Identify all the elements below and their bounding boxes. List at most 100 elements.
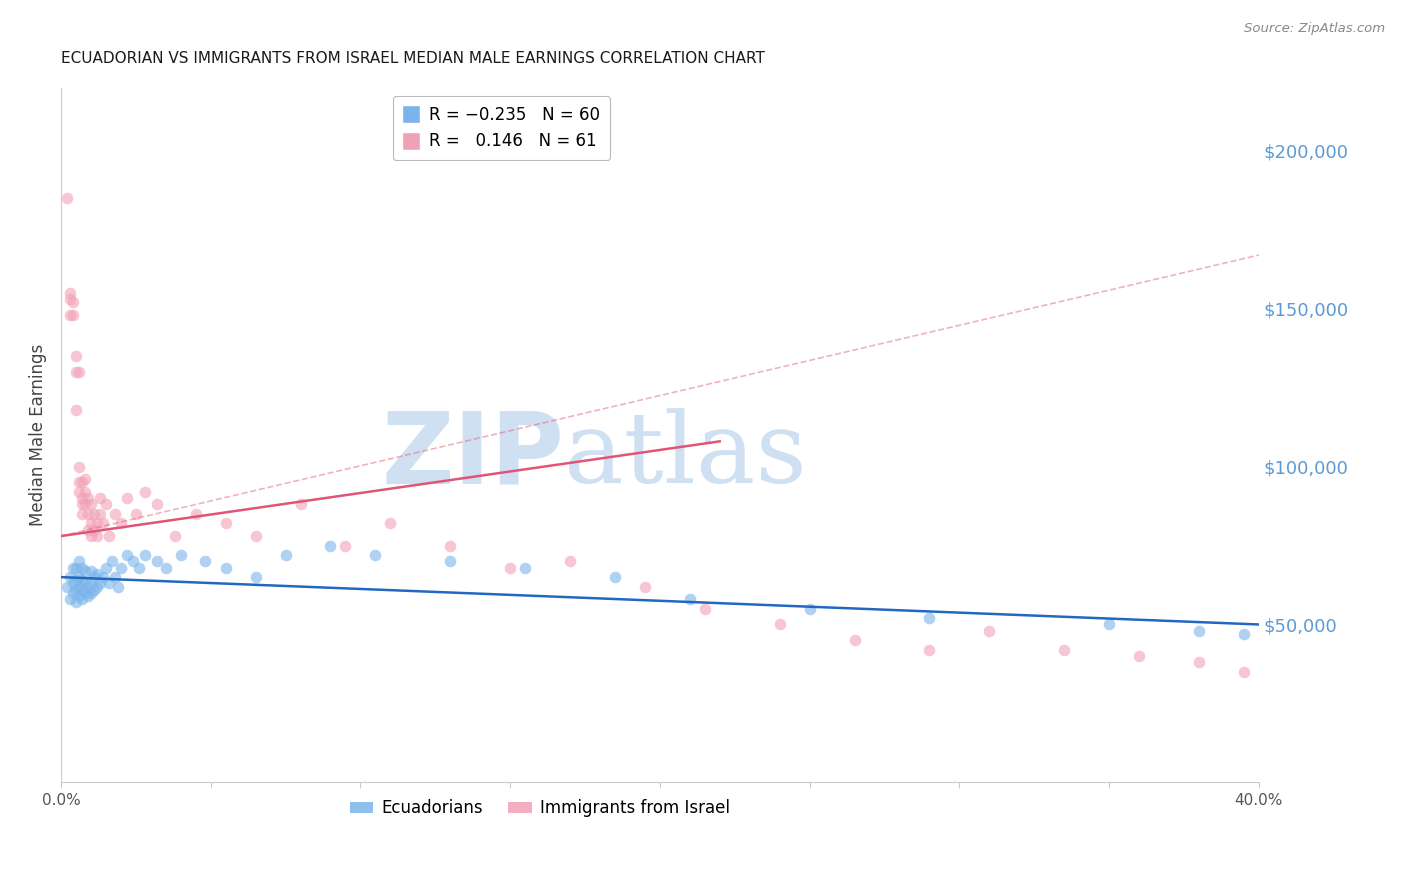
Point <box>77 507 100 521</box>
Point <box>73 472 96 486</box>
Point <box>214 516 236 531</box>
Point <box>121 554 143 568</box>
Point <box>918 611 941 625</box>
Point <box>89 576 111 591</box>
Point <box>67 475 90 490</box>
Point <box>86 566 108 581</box>
Point <box>65 349 87 363</box>
Point <box>59 570 82 584</box>
Point <box>70 491 93 505</box>
Point <box>163 529 186 543</box>
Point <box>603 570 626 584</box>
Point <box>769 617 792 632</box>
Point <box>91 516 114 531</box>
Legend: Ecuadorians, Immigrants from Israel: Ecuadorians, Immigrants from Israel <box>343 793 737 824</box>
Point <box>91 570 114 584</box>
Point <box>65 574 87 588</box>
Point <box>62 560 84 574</box>
Point <box>979 624 1001 638</box>
Point <box>439 554 461 568</box>
Point <box>65 402 87 417</box>
Point <box>80 516 103 531</box>
Point <box>83 523 105 537</box>
Text: Source: ZipAtlas.com: Source: ZipAtlas.com <box>1244 22 1385 36</box>
Point <box>86 529 108 543</box>
Point <box>107 580 129 594</box>
Point <box>80 576 103 591</box>
Point <box>155 560 177 574</box>
Point <box>73 498 96 512</box>
Point <box>67 484 90 499</box>
Point <box>59 285 82 300</box>
Point <box>101 554 124 568</box>
Point <box>97 529 120 543</box>
Point <box>80 498 103 512</box>
Point <box>439 539 461 553</box>
Point <box>319 539 342 553</box>
Point <box>77 491 100 505</box>
Point <box>73 484 96 499</box>
Point <box>844 633 866 648</box>
Point <box>70 498 93 512</box>
Point <box>80 586 103 600</box>
Point <box>110 560 132 574</box>
Point <box>67 459 90 474</box>
Point <box>80 529 103 543</box>
Point <box>104 507 127 521</box>
Point <box>115 491 138 505</box>
Point <box>70 507 93 521</box>
Point <box>62 295 84 310</box>
Point <box>65 582 87 597</box>
Point <box>73 586 96 600</box>
Point <box>146 498 169 512</box>
Point <box>89 507 111 521</box>
Point <box>128 560 150 574</box>
Text: ZIP: ZIP <box>381 408 564 504</box>
Point <box>67 580 90 594</box>
Point <box>67 365 90 379</box>
Point <box>1098 617 1121 632</box>
Point <box>245 529 267 543</box>
Point <box>125 507 148 521</box>
Point <box>214 560 236 574</box>
Point <box>380 516 402 531</box>
Point <box>70 592 93 607</box>
Point <box>274 548 297 562</box>
Point <box>513 560 536 574</box>
Point <box>73 564 96 578</box>
Point <box>65 365 87 379</box>
Point <box>73 576 96 591</box>
Point <box>94 498 117 512</box>
Point <box>634 580 657 594</box>
Text: atlas: atlas <box>564 408 807 504</box>
Point <box>679 592 702 607</box>
Point <box>56 191 79 205</box>
Point <box>134 484 156 499</box>
Point <box>70 574 93 588</box>
Point <box>918 642 941 657</box>
Point <box>104 570 127 584</box>
Point <box>77 589 100 603</box>
Point <box>80 564 103 578</box>
Point <box>170 548 193 562</box>
Point <box>86 580 108 594</box>
Text: ECUADORIAN VS IMMIGRANTS FROM ISRAEL MEDIAN MALE EARNINGS CORRELATION CHART: ECUADORIAN VS IMMIGRANTS FROM ISRAEL MED… <box>60 51 765 66</box>
Point <box>59 308 82 322</box>
Point <box>67 570 90 584</box>
Point <box>62 586 84 600</box>
Point <box>89 491 111 505</box>
Point <box>83 570 105 584</box>
Point <box>67 589 90 603</box>
Point <box>134 548 156 562</box>
Point <box>77 580 100 594</box>
Y-axis label: Median Male Earnings: Median Male Earnings <box>30 344 46 526</box>
Point <box>77 523 100 537</box>
Point <box>245 570 267 584</box>
Point <box>693 601 716 615</box>
Point <box>1188 656 1211 670</box>
Point <box>1128 648 1150 663</box>
Point <box>1188 624 1211 638</box>
Point <box>335 539 357 553</box>
Point <box>56 580 79 594</box>
Point <box>184 507 207 521</box>
